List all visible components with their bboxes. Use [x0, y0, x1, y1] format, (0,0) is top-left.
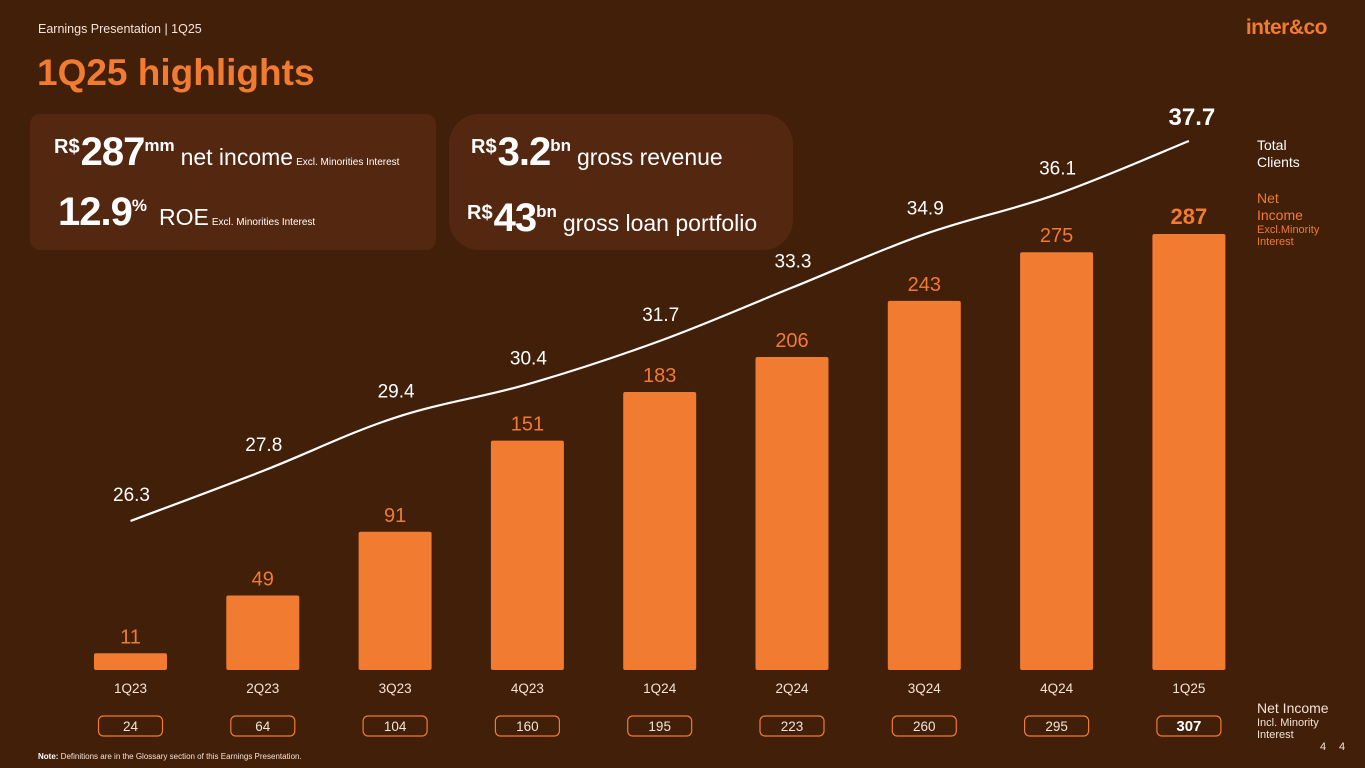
- net-income-bar-label: 11: [120, 626, 141, 648]
- net-income-bar-label: 183: [643, 365, 676, 387]
- page-title: 1Q25 highlights: [37, 52, 315, 93]
- legend-net-income-incl: Net Income Incl. Minority Interest: [1257, 700, 1337, 741]
- net-income-bar: [755, 357, 829, 670]
- roe-note: Excl. Minorities Interest: [211, 217, 316, 228]
- net-income-incl-value: 24: [123, 719, 139, 734]
- gross-revenue-label: gross revenue: [576, 144, 723, 170]
- net-income-bar: [1152, 234, 1226, 670]
- net-income-note: Excl. Minorities Interest: [296, 157, 400, 168]
- net-income-bar: [623, 391, 697, 670]
- net-income-bar: [490, 440, 564, 670]
- page-number-secondary: 4: [1339, 741, 1346, 753]
- roe-unit: %: [131, 196, 147, 215]
- net-income-incl-value: 260: [913, 719, 936, 734]
- net-income-incl-box: [891, 715, 957, 737]
- total-clients-point-label: 34.9: [907, 198, 944, 219]
- net-income-incl-value: 307: [1176, 718, 1201, 735]
- net-income-incl-value: 64: [255, 719, 271, 734]
- gross-revenue-value: 3.2: [497, 130, 552, 174]
- net-income-bar-label: 287: [1171, 204, 1208, 229]
- net-income-incl-value: 195: [648, 719, 671, 734]
- loan-portfolio-unit: bn: [536, 202, 557, 221]
- net-income-bar-label: 243: [908, 274, 941, 296]
- total-clients-point-label: 30.4: [510, 348, 547, 369]
- net-income-incl-box: [1156, 715, 1222, 737]
- total-clients-point-label: 36.1: [1039, 158, 1076, 179]
- net-income-incl-value: 104: [384, 719, 407, 734]
- net-income-incl-box: [230, 715, 296, 737]
- net-income-bar-label: 275: [1040, 225, 1073, 247]
- currency-symbol: R$: [54, 136, 80, 158]
- loan-portfolio-value: 43: [493, 196, 537, 240]
- x-axis-tick-label: 3Q24: [908, 681, 942, 696]
- company-logo: inter&co: [1245, 16, 1328, 39]
- gross-revenue-unit: bn: [550, 136, 571, 155]
- currency-symbol: R$: [471, 136, 497, 158]
- roe-value: 12.9: [58, 190, 133, 234]
- net-income-incl-box: [759, 715, 825, 737]
- roe-kpi: 12.9% ROE Excl. Minorities Interest: [58, 190, 315, 235]
- net-income-bar: [94, 653, 167, 670]
- net-income-bar: [1020, 252, 1094, 670]
- gross-revenue-kpi: R$3.2bn gross revenue: [471, 130, 723, 175]
- total-clients-point-label: 27.8: [245, 435, 282, 456]
- kpi-card-volumes: R$3.2bn gross revenue R$43bn gross loan po…: [449, 114, 793, 250]
- legend-net-income-note: Excl.Minority Interest: [1257, 224, 1320, 248]
- footnote: Note: Definitions are in the Glossary se…: [38, 752, 302, 761]
- net-income-value: 287: [80, 130, 146, 174]
- net-income-incl-value: 295: [1045, 719, 1068, 734]
- legend-net-income-incl-note: Incl. Minority Interest: [1257, 717, 1319, 741]
- x-axis-tick-label: 4Q24: [1040, 681, 1074, 696]
- net-income-bar-label: 206: [775, 330, 808, 352]
- total-clients-point-label: 26.3: [113, 485, 150, 506]
- net-income-incl-box: [494, 715, 560, 737]
- loan-portfolio-label: gross loan portfolio: [562, 210, 758, 236]
- net-income-bar: [887, 300, 961, 670]
- roe-label: ROE: [158, 204, 209, 230]
- x-axis-tick-label: 2Q24: [775, 681, 809, 696]
- net-income-bar-label: 49: [252, 569, 274, 591]
- presentation-header-label: Earnings Presentation | 1Q25: [38, 22, 202, 36]
- total-clients-point-label: 31.7: [642, 305, 679, 326]
- loan-portfolio-kpi: R$43bn gross loan portfolio: [467, 196, 757, 241]
- net-income-incl-value: 160: [516, 719, 539, 734]
- x-axis-tick-label: 1Q23: [114, 681, 147, 696]
- legend-total-clients: Total Clients: [1257, 137, 1317, 171]
- x-axis-tick-label: 3Q23: [379, 681, 412, 696]
- footnote-bold: Note:: [38, 752, 59, 761]
- net-income-incl-box: [627, 715, 693, 737]
- total-clients-point-label: 29.4: [378, 382, 415, 403]
- footnote-text: Definitions are in the Glossary section …: [58, 752, 302, 761]
- total-clients-point-label: 33.3: [775, 252, 812, 273]
- legend-net-income-text: Net Income: [1257, 190, 1303, 223]
- net-income-kpi: R$287mm net income Excl. Minorities Intere…: [54, 130, 399, 175]
- total-clients-line: [130, 139, 1190, 523]
- page-number: 4: [1320, 741, 1327, 753]
- total-clients-point-label: 37.7: [1169, 104, 1216, 131]
- x-axis-tick-label: 2Q23: [246, 681, 279, 696]
- net-income-incl-box: [362, 715, 428, 737]
- net-income-bar: [358, 531, 432, 670]
- net-income-bar-label: 151: [511, 414, 544, 436]
- currency-symbol: R$: [467, 202, 493, 224]
- x-axis-tick-label: 1Q25: [1172, 681, 1205, 696]
- net-income-unit: mm: [144, 136, 175, 155]
- net-income-bar-label: 91: [384, 505, 406, 527]
- net-income-bar: [226, 595, 300, 670]
- kpi-card-profitability: R$287mm net income Excl. Minorities Intere…: [30, 114, 436, 250]
- x-axis-tick-label: 1Q24: [643, 681, 677, 696]
- legend-total-clients-text: Total Clients: [1257, 137, 1300, 170]
- net-income-incl-value: 223: [781, 719, 804, 734]
- x-axis-tick-label: 4Q23: [511, 681, 544, 696]
- net-income-incl-box: [1023, 715, 1090, 737]
- legend-net-income-incl-text: Net Income: [1257, 700, 1329, 716]
- net-income-incl-box: [97, 715, 164, 737]
- legend-net-income: Net Income Excl.Minority Interest: [1257, 190, 1337, 248]
- net-income-label: net income: [180, 144, 294, 170]
